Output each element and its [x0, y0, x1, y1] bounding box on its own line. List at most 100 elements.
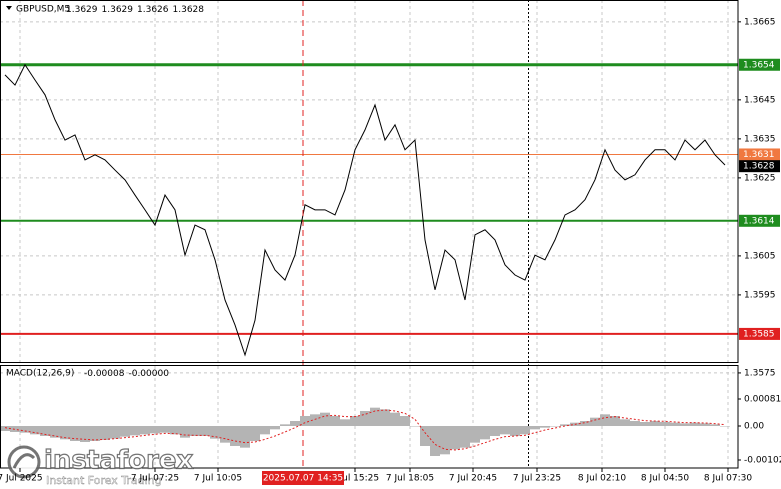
- reading: 1.3628: [173, 5, 205, 15]
- macd-bar: [310, 414, 320, 426]
- macd-bar: [200, 426, 210, 436]
- x-tick-label: 7 Jul 10:05: [194, 474, 242, 484]
- y-tick-label: -0.00102: [744, 456, 781, 466]
- watermark: instaforex Instant Forex Trading: [7, 445, 194, 487]
- symbol-title: GBPUSD,M5: [16, 5, 70, 15]
- macd-bar: [370, 407, 380, 426]
- price-frame: [0, 0, 739, 363]
- macd-bar: [420, 426, 430, 446]
- macd-bar: [320, 412, 330, 426]
- macd-bar: [470, 426, 480, 443]
- crosshair-label: 2025.07.07 14:35: [263, 474, 343, 484]
- macd-bar: [720, 426, 730, 427]
- y-tick-label: 0.00: [744, 422, 764, 432]
- y-tick-label: 1.3625: [744, 173, 776, 183]
- macd-bar: [190, 426, 200, 436]
- macd-bar: [150, 426, 160, 434]
- level-label: 1.3585: [743, 329, 775, 339]
- watermark-brand: instaforex: [44, 446, 194, 476]
- logo-circle: [7, 445, 41, 479]
- macd-bar: [290, 421, 300, 426]
- macd-bar: [40, 426, 50, 436]
- macd-bar: [0, 426, 10, 431]
- macd-bar: [400, 416, 410, 426]
- macd-bar: [20, 426, 30, 433]
- last-price-label: 1.3628: [743, 162, 775, 172]
- macd-bar: [380, 409, 390, 426]
- macd-bar: [580, 421, 590, 426]
- macd-bar: [490, 426, 500, 436]
- macd-bar: [520, 426, 530, 435]
- y-tick-label: 1.3605: [744, 251, 776, 261]
- macd-bar: [430, 426, 440, 456]
- x-tick-label: 8 Jul 07:30: [704, 474, 753, 484]
- x-tick-label: 8 Jul 02:10: [578, 474, 627, 484]
- level-label-box: [739, 214, 780, 227]
- header: GBPUSD,M5 1.3629 1.3629 1.3626 1.3628 MACD(…: [6, 5, 204, 379]
- macd-bar: [630, 421, 640, 426]
- macd-bar: [250, 426, 260, 441]
- y-tick-label: 1.3635: [744, 134, 776, 144]
- macd-bar: [590, 417, 600, 426]
- macd-bar: [140, 426, 150, 435]
- macd-bar: [690, 422, 700, 426]
- macd-bar: [390, 412, 400, 426]
- macd-bar: [660, 422, 670, 426]
- macd-bar: [640, 422, 650, 426]
- macd-bar: [70, 426, 80, 441]
- macd-bar: [650, 421, 660, 426]
- macd-title: MACD(12,26,9): [6, 369, 74, 379]
- x-tick-label: 7 Jul 20:45: [449, 474, 497, 484]
- watermark-tagline: Instant Forex Trading: [46, 474, 162, 487]
- macd-bar: [620, 419, 630, 426]
- macd-readings: -0.00008 -0.00000: [84, 369, 169, 379]
- macd-bar: [700, 423, 710, 426]
- macd-bar: [560, 424, 570, 426]
- macd-bar: [230, 426, 240, 446]
- macd-bar: [240, 426, 250, 448]
- macd-bar: [550, 426, 560, 427]
- macd-bar: [710, 424, 720, 426]
- macd-bar: [80, 426, 90, 442]
- macd-bar: [270, 426, 280, 430]
- level-label: 1.3614: [743, 216, 775, 226]
- macd-bar: [530, 426, 540, 430]
- x-tick-label: 8 Jul 04:50: [641, 474, 690, 484]
- macd-bar: [450, 426, 460, 450]
- macd-bar: [330, 416, 340, 426]
- macd-bar: [10, 426, 20, 432]
- macd-bar: [130, 426, 140, 436]
- macd-bar: [480, 426, 490, 440]
- macd-bar: [610, 416, 620, 426]
- y-tick-label: 1.3665: [744, 17, 776, 27]
- macd-bar: [160, 426, 170, 433]
- macd-bar: [120, 426, 130, 437]
- y-tick-label: 1.3645: [744, 95, 776, 105]
- macd-bar: [440, 426, 450, 455]
- signal-line: [4, 409, 726, 451]
- macd-bar: [60, 426, 70, 440]
- macd-bar: [670, 422, 680, 426]
- macd-bar: [360, 411, 370, 426]
- reading: 1.3629: [102, 5, 134, 15]
- y-tick-label: 1.3595: [744, 290, 776, 300]
- x-tick-label: 7 Jul 2025: [0, 474, 43, 484]
- level-label-box: [739, 148, 780, 161]
- ohlc: 1.3629 1.3629 1.3626 1.3628: [66, 5, 204, 15]
- logo-swoosh: [12, 453, 36, 469]
- macd-bar: [100, 426, 110, 440]
- reading: -0.00008: [84, 369, 125, 379]
- price-line: [4, 63, 726, 357]
- macd-bar: [180, 426, 190, 438]
- x-tick-label: 7 Jul 23:25: [513, 474, 561, 484]
- macd-bar: [90, 426, 100, 441]
- macd-bar: [30, 426, 40, 435]
- macd-bar: [460, 426, 470, 448]
- reading: -0.00000: [128, 369, 169, 379]
- x-tick-label: 7 Jul 07:25: [131, 474, 179, 484]
- macd-bar: [600, 414, 610, 426]
- level-label-box: [739, 327, 780, 340]
- macd-bar: [340, 419, 350, 426]
